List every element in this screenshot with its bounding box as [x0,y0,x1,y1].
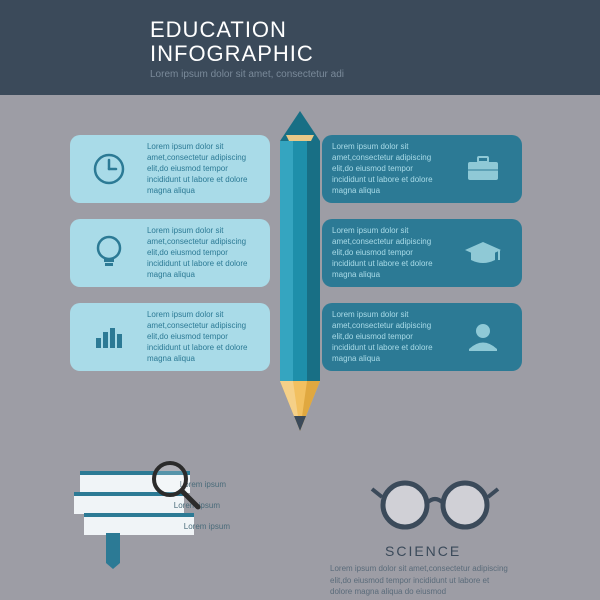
gradcap-icon [453,238,512,268]
card-idea: Lorem ipsum dolor sit amet,consectetur a… [70,219,270,287]
card-text: Lorem ipsum dolor sit amet,consectetur a… [147,142,260,196]
header-subtitle: Lorem ipsum dolor sit amet, consectetur … [150,68,600,81]
card-text: Lorem ipsum dolor sit amet,consectetur a… [332,226,445,280]
card-stats: Lorem ipsum dolor sit amet,consectetur a… [70,303,270,371]
card-person: Lorem ipsum dolor sit amet,consectetur a… [322,303,522,371]
person-icon [453,321,512,353]
science-text: Lorem ipsum dolor sit amet,consectetur a… [330,563,510,597]
bulb-icon [80,233,139,273]
book: Lorem ipsum [84,513,194,535]
bookmark-icon [106,533,120,563]
card-text: Lorem ipsum dolor sit amet,consectetur a… [332,142,445,196]
header: EDUCATIONINFOGRAPHIC Lorem ipsum dolor s… [0,0,600,95]
card-graduate: Lorem ipsum dolor sit amet,consectetur a… [322,219,522,287]
briefcase-icon [453,154,512,184]
clock-icon [80,152,139,186]
pencil-icon [276,111,324,441]
main: Lorem ipsum dolor sit amet,consectetur a… [0,95,600,595]
chart-icon [80,320,139,354]
magnifier-icon [148,457,206,515]
glasses-icon [370,475,500,530]
book-label: Lorem ipsum [184,522,230,531]
card-text: Lorem ipsum dolor sit amet,consectetur a… [147,226,260,280]
card-text: Lorem ipsum dolor sit amet,consectetur a… [147,310,260,364]
card-text: Lorem ipsum dolor sit amet,consectetur a… [332,310,445,364]
card-work: Lorem ipsum dolor sit amet,consectetur a… [322,135,522,203]
header-title: EDUCATIONINFOGRAPHIC [150,18,600,66]
card-time: Lorem ipsum dolor sit amet,consectetur a… [70,135,270,203]
science-title: SCIENCE [385,543,461,559]
